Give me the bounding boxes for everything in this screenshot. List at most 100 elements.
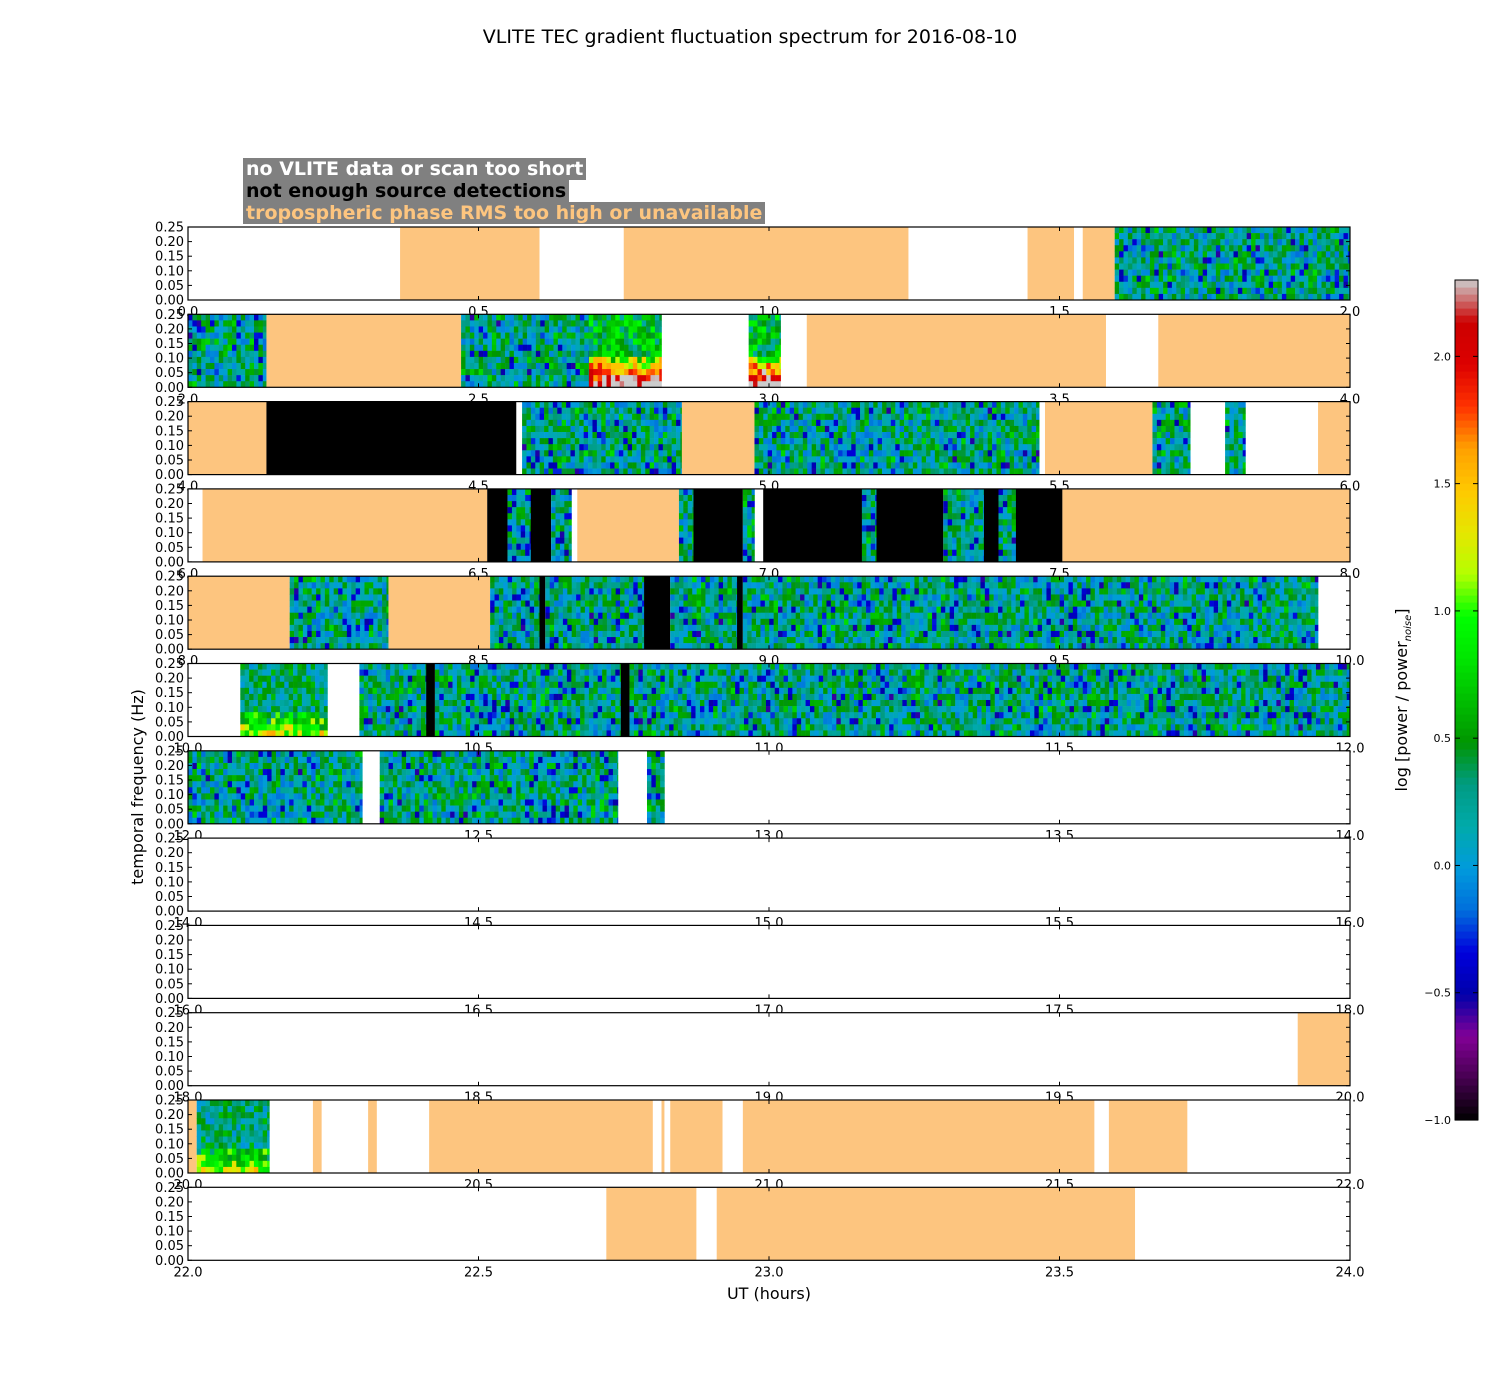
spectrum-cell (619, 338, 625, 346)
spectrum-cell (1312, 233, 1318, 240)
spectrum-cell (1242, 269, 1247, 276)
spectrum-cell (574, 450, 580, 457)
spectrum-cell (562, 356, 567, 364)
spectrum-cell (567, 637, 573, 644)
spectrum-cell (817, 624, 823, 632)
spectrum-cell (896, 600, 902, 607)
spectrum-cell (742, 513, 748, 520)
spectrum-cell (912, 444, 918, 451)
spectrum-cell (800, 637, 805, 644)
spectrum-cell (474, 326, 479, 333)
spectrum-cell (718, 618, 724, 626)
spectrum-cell (855, 407, 861, 415)
spectrum-cell (559, 507, 565, 514)
spectrum-cell (566, 432, 571, 439)
spectrum-cell (474, 362, 479, 370)
spectrum-cell (188, 381, 193, 388)
spectrum-cell (1233, 275, 1239, 283)
spectrum-cell (1207, 233, 1212, 240)
spectrum-cell (978, 513, 984, 520)
spectrum-cell (553, 356, 559, 364)
spectrum-cell (1014, 444, 1019, 451)
spectrum-cell (870, 537, 876, 544)
spectrum-cell (896, 637, 902, 644)
spectrum-cell (747, 606, 752, 613)
spectrum-cell (864, 413, 870, 421)
spectrum-cell (1295, 245, 1300, 252)
spectrum-cell (525, 582, 531, 589)
spectrum-cell (386, 624, 389, 632)
spectrum-cell (311, 600, 317, 607)
spectrum-cell (978, 525, 984, 532)
spectrum-cell (696, 600, 702, 607)
spectrum-cell (548, 401, 554, 408)
spectrum-cell (461, 338, 466, 346)
spectrum-cell (779, 356, 781, 364)
spectrum-cell (861, 600, 867, 607)
spectrum-cell (258, 362, 264, 370)
spectrum-cell (511, 519, 517, 526)
spectrum-cell (214, 375, 220, 382)
spectrum-cell (555, 513, 561, 520)
spectrum-cell (1237, 245, 1243, 252)
y-tick-label: 0.15 (155, 424, 184, 439)
spectrum-cell (1321, 281, 1327, 289)
spectrum-cell (624, 320, 629, 327)
spectrum-cell (557, 344, 563, 352)
spectrum-cell (329, 618, 334, 626)
spectrum-cell (245, 350, 250, 358)
spectrum-cell (342, 612, 348, 620)
spectrum-cell (636, 450, 642, 457)
spectrum-cell (701, 637, 706, 644)
spectrum-cell (605, 462, 611, 469)
spectrum-cell (377, 576, 383, 583)
spectrum-cell (1114, 227, 1120, 234)
spectrum-cell (201, 350, 206, 358)
spectrum-cell (1317, 239, 1322, 246)
spectrum-cell (245, 344, 250, 352)
spectrum-cell (1127, 245, 1133, 252)
spectrum-cell (615, 624, 621, 632)
spectrum-cell (516, 525, 522, 532)
spectrum-cell (465, 362, 471, 370)
tropo-flag-block (202, 488, 488, 562)
spectrum-cell (846, 450, 852, 457)
spectrum-cell (696, 612, 702, 620)
spectrum-cell (714, 600, 719, 607)
spectrum-cell (671, 450, 677, 457)
spectrum-cell (534, 612, 539, 620)
spectrum-cell (899, 456, 905, 463)
spectrum-cell (527, 350, 532, 358)
spectrum-cell (1176, 227, 1181, 234)
spectrum-cell (883, 643, 889, 650)
spectrum-cell (562, 350, 567, 358)
spectrum-cell (294, 618, 299, 626)
spectrum-cell (1312, 287, 1318, 295)
spectrum-cell (747, 549, 752, 557)
spectrum-cell (557, 401, 562, 408)
spectrum-cell (491, 314, 497, 321)
spectrum-cell (205, 375, 211, 382)
spectrum-cell (866, 606, 871, 613)
spectrum-cell (751, 525, 755, 532)
spectrum-cell (640, 419, 646, 427)
spectrum-cell (1259, 251, 1265, 258)
spectrum-cell (1225, 456, 1230, 463)
spectrum-cell (1149, 281, 1155, 289)
spectrum-cell (1229, 425, 1235, 433)
spectrum-cell (316, 588, 321, 595)
spectrum-cell (860, 401, 865, 408)
spectrum-cell (509, 320, 515, 327)
spectrum-cell (751, 555, 755, 563)
spectrum-cell (870, 555, 876, 563)
spectrum-cell (602, 594, 608, 601)
spectrum-cell (829, 425, 834, 433)
spectrum-cell (978, 488, 984, 496)
spectrum-cell (974, 413, 980, 421)
spectrum-cell (474, 350, 479, 358)
spectrum-cell (650, 344, 656, 352)
spectrum-cell (1189, 251, 1195, 258)
spectrum-cell (763, 450, 768, 457)
spectrum-cell (923, 588, 928, 595)
spectrum-cell (377, 618, 383, 626)
